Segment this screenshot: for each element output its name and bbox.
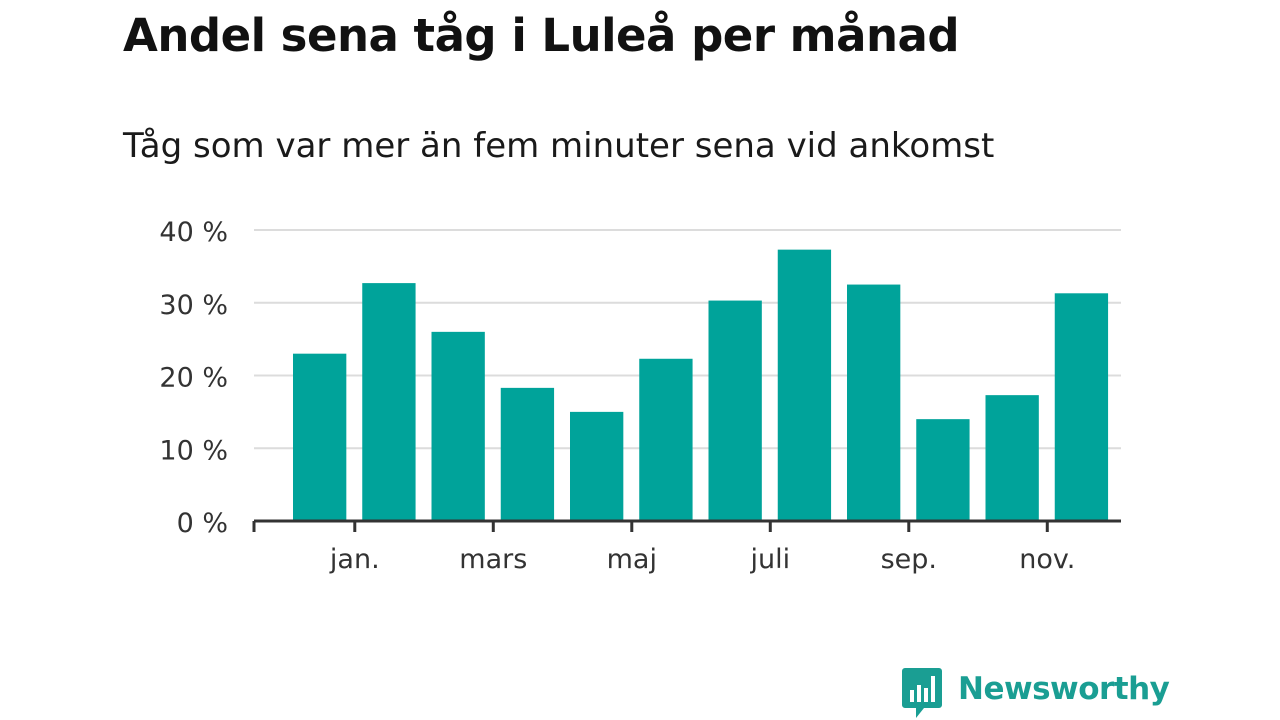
y-tick-label: 20 %: [159, 363, 228, 394]
bar: [847, 284, 901, 521]
chart-subtitle: Tåg som var mer än fem minuter sena vid …: [123, 126, 995, 166]
bar: [985, 395, 1039, 521]
chart-title: Andel sena tåg i Luleå per månad: [123, 9, 960, 62]
x-tick-labels: jan. mars maj juli sep. nov.: [329, 544, 1075, 575]
bar: [916, 419, 970, 521]
y-tick-label: 40 %: [159, 217, 228, 248]
bar-chart-speech-bubble-icon: [902, 668, 942, 718]
y-tick-label: 10 %: [159, 435, 228, 466]
x-tick-label: sep.: [881, 544, 937, 575]
bar: [293, 353, 347, 521]
x-tick-label: juli: [749, 544, 790, 575]
bar: [431, 331, 485, 521]
x-axis: [252, 519, 1121, 532]
y-tick-labels: 0 % 10 % 20 % 30 % 40 %: [159, 217, 228, 539]
bar: [777, 249, 832, 521]
y-tick-label: 0 %: [177, 508, 228, 539]
bar: [570, 411, 624, 521]
bar: [1054, 293, 1109, 521]
newsworthy-logo: Newsworthy: [902, 668, 1170, 718]
bars: [293, 249, 1109, 521]
bar: [708, 300, 762, 521]
bar: [362, 283, 416, 521]
x-tick-label: mars: [459, 544, 527, 575]
x-tick-label: jan.: [329, 544, 380, 575]
y-tick-label: 30 %: [159, 290, 228, 321]
x-tick-label: nov.: [1019, 544, 1075, 575]
bar: [639, 358, 693, 521]
brand-name: Newsworthy: [958, 671, 1170, 707]
bar: [500, 387, 555, 521]
x-tick-label: maj: [607, 544, 657, 575]
